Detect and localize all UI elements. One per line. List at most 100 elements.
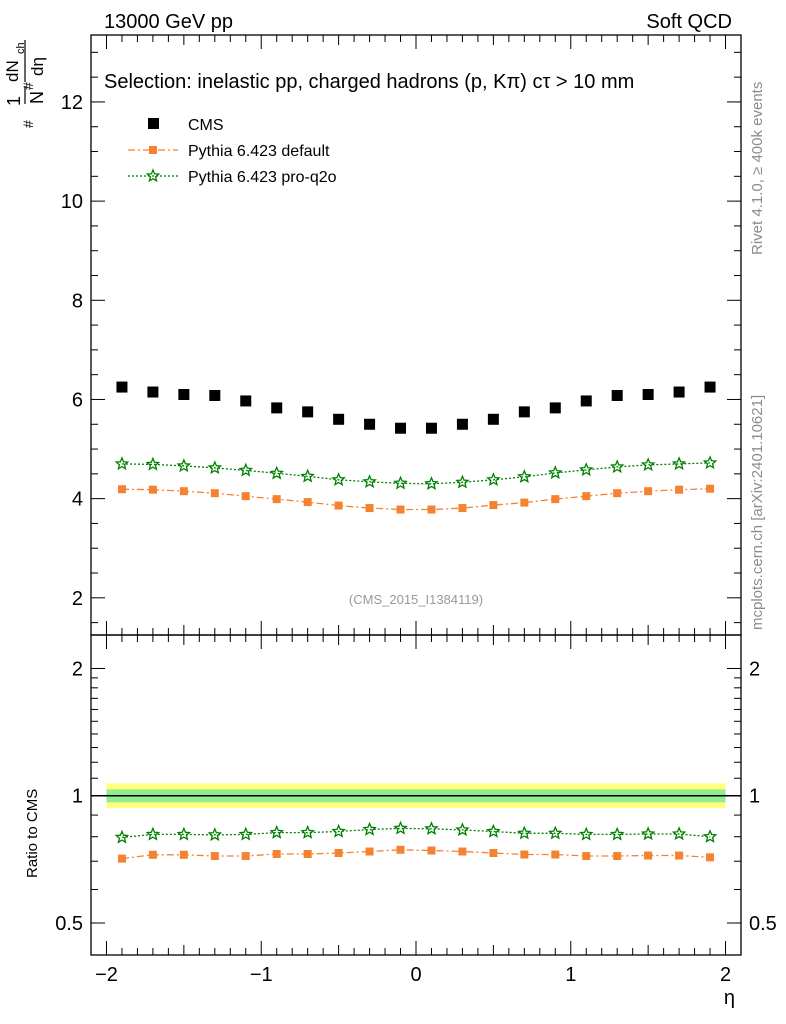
main-point-cms <box>611 389 623 401</box>
ratio-xtick-label: 2 <box>720 964 731 986</box>
main-point-proq2o <box>486 472 501 487</box>
main-point-proq2o <box>609 459 625 474</box>
main-point-cms <box>580 395 592 407</box>
ratio-point-default <box>303 850 312 859</box>
main-point-default <box>458 504 467 513</box>
main-point-default <box>551 495 560 504</box>
ratio-ylabel: Ratio to CMS <box>24 789 41 878</box>
main-ytick-label: 2 <box>72 588 83 610</box>
ratio-point-default <box>458 847 467 856</box>
ylabel-n: N <box>27 91 47 104</box>
main-point-default <box>210 489 219 498</box>
ratio-point-default <box>489 849 498 858</box>
ratio-point-proq2o <box>362 821 377 836</box>
main-point-proq2o <box>331 472 346 487</box>
ratio-panel: 0.5 0.5 1 1 2 2 −2 −1 0 1 2 Ratio to CMS η <box>24 634 777 1009</box>
main-point-default <box>582 492 591 501</box>
ratio-point-default <box>272 850 281 859</box>
main-point-cms <box>240 395 252 407</box>
ylabel-ch: ch <box>15 42 27 54</box>
main-point-default <box>148 485 157 494</box>
ratio-point-default <box>396 845 405 854</box>
ratio-point-proq2o <box>702 829 718 843</box>
ylabel-one: 1 <box>4 96 24 106</box>
ratio-point-default <box>582 852 591 861</box>
main-point-cms <box>704 381 716 393</box>
ratio-point-proq2o <box>455 822 470 837</box>
main-point-default <box>179 487 188 496</box>
main-point-proq2o <box>176 458 192 473</box>
ratio-xtick-label: 0 <box>410 964 421 986</box>
main-point-cms <box>302 406 314 418</box>
legend-cms-label: CMS <box>188 117 224 134</box>
ratio-xtick-label: −2 <box>95 964 118 986</box>
main-point-cms <box>271 402 283 414</box>
main-point-default <box>272 495 281 504</box>
main-point-default <box>644 487 653 496</box>
main-point-proq2o <box>238 462 254 477</box>
main-point-default <box>303 498 312 507</box>
ratio-point-default <box>644 851 653 860</box>
main-ytick-label: 10 <box>61 191 83 213</box>
ratio-point-proq2o <box>424 821 439 836</box>
ratio-ytick-label-right: 0.5 <box>749 913 777 935</box>
main-point-default <box>675 485 684 494</box>
main-point-cms <box>673 386 685 398</box>
ylabel-deta: dη <box>28 57 47 76</box>
legend-proq2o-label: Pythia 6.423 pro-q2o <box>188 169 337 186</box>
ratio-point-proq2o <box>300 824 315 839</box>
main-ytick-label: 6 <box>72 389 83 411</box>
ratio-point-proq2o <box>269 824 285 839</box>
ratio-point-default <box>334 849 343 858</box>
analysis-id-label: (CMS_2015_I1384119) <box>349 592 483 607</box>
ratio-point-proq2o <box>176 826 192 841</box>
ratio-point-proq2o <box>238 826 254 841</box>
main-point-default <box>427 505 436 514</box>
main-point-default <box>241 492 250 501</box>
main-point-proq2o <box>578 462 594 477</box>
legend-default-marker <box>149 146 157 154</box>
ylabel-dn: dN <box>3 60 22 82</box>
main-point-default <box>396 505 405 514</box>
ratio-point-default <box>210 852 219 861</box>
main-point-default <box>365 504 374 513</box>
ratio-line-default <box>121 849 711 860</box>
x-axis-label: η <box>724 987 735 1009</box>
main-ytick-label: 8 <box>72 290 83 312</box>
ratio-point-default <box>365 847 374 856</box>
ratio-point-default <box>148 850 157 859</box>
main-point-proq2o <box>300 468 315 483</box>
ratio-point-proq2o <box>671 826 687 841</box>
ratio-xtick-label: −1 <box>250 964 273 986</box>
ratio-point-default <box>551 850 560 859</box>
main-point-cms <box>395 422 407 434</box>
category-label: Soft QCD <box>646 11 732 33</box>
main-point-cms <box>487 413 499 425</box>
main-point-proq2o <box>114 456 130 471</box>
ratio-point-proq2o <box>547 825 563 840</box>
ratio-point-proq2o <box>145 826 161 841</box>
ratio-point-proq2o <box>640 826 656 841</box>
main-point-cms <box>178 389 190 401</box>
ratio-point-proq2o <box>578 826 594 841</box>
ratio-ytick-label: 2 <box>72 658 83 680</box>
ratio-point-default <box>117 854 126 863</box>
main-point-default <box>117 485 126 494</box>
main-point-cms <box>364 418 376 430</box>
main-ylabel: # 1 N # dN ch dη <box>3 40 47 128</box>
mcplots-label: mcplots.cern.ch [arXiv:2401.10621] <box>749 395 766 630</box>
ratio-point-default <box>427 846 436 855</box>
selection-label: Selection: inelastic pp, charged hadrons… <box>104 71 634 93</box>
main-point-proq2o <box>393 475 408 490</box>
main-point-cms <box>425 422 437 434</box>
ratio-point-proq2o <box>609 826 625 841</box>
main-point-cms <box>642 389 654 401</box>
main-point-cms <box>333 413 345 425</box>
main-point-cms <box>549 402 561 414</box>
ratio-point-default <box>520 850 529 859</box>
main-point-proq2o <box>362 474 377 488</box>
main-panel: 2 4 6 8 10 12 Selection: inelastic pp, charge… <box>3 34 742 636</box>
main-point-cms <box>147 386 159 398</box>
legend: CMS Pythia 6.423 default Pythia 6.423 pr… <box>128 117 337 186</box>
ratio-point-default <box>675 851 684 860</box>
